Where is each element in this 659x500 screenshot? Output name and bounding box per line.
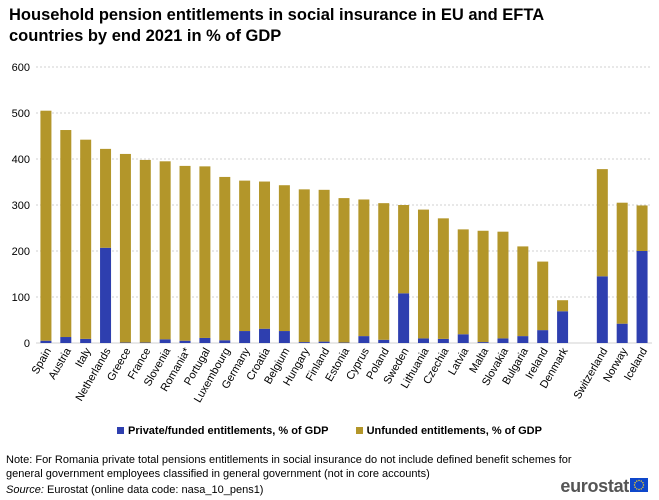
bar-unfunded <box>40 110 52 341</box>
legend-item-unfunded: Unfunded entitlements, % of GDP <box>355 425 542 437</box>
bar-unfunded <box>199 166 211 338</box>
bar-unfunded <box>60 130 72 338</box>
bar-unfunded <box>636 205 648 251</box>
chart-source: Source: Eurostat (online data code: nasa… <box>6 484 263 497</box>
bar-private <box>358 336 370 343</box>
bar-unfunded <box>417 209 429 339</box>
bar-unfunded <box>497 231 509 339</box>
y-tick-label: 0 <box>24 338 30 350</box>
flag-star <box>634 486 636 488</box>
bars <box>40 110 648 343</box>
bar-unfunded <box>80 139 92 339</box>
bar-unfunded <box>298 189 310 343</box>
bar-unfunded <box>437 218 449 339</box>
bar-private <box>40 340 52 343</box>
chart-note: Note: For Romania private total pensions… <box>6 454 572 480</box>
flag-star <box>640 488 642 490</box>
bar-unfunded <box>100 148 112 248</box>
bar-private <box>239 331 251 343</box>
flag-star <box>638 488 640 491</box>
bar-private <box>80 338 92 343</box>
bar-private <box>437 338 449 343</box>
bar-private <box>457 334 469 343</box>
chart-title: Household pension entitlements in social… <box>9 6 544 45</box>
bar-private <box>219 340 231 343</box>
flag-star <box>642 484 645 486</box>
bar-private <box>159 339 171 343</box>
bar-unfunded <box>278 185 290 332</box>
bar-unfunded <box>318 189 330 342</box>
bar-unfunded <box>596 169 608 277</box>
bar-unfunded <box>139 159 151 343</box>
y-tick-label: 100 <box>12 292 30 304</box>
bar-private <box>417 338 429 343</box>
bar-private <box>517 336 529 343</box>
bar-unfunded <box>616 202 628 324</box>
bar-private <box>477 342 489 343</box>
legend-item-private: Private/funded entitlements, % of GDP <box>117 425 329 437</box>
y-tick-label: 200 <box>12 246 30 258</box>
bar-unfunded <box>119 153 131 343</box>
bar-unfunded <box>239 180 251 332</box>
bar-unfunded <box>219 176 231 341</box>
flag-star <box>636 488 638 490</box>
eu-flag-icon <box>630 478 648 492</box>
flag-star <box>633 484 636 486</box>
bar-private <box>557 311 569 343</box>
legend-label-private: Private/funded entitlements, % of GDP <box>128 425 329 437</box>
bar-unfunded <box>358 199 370 337</box>
bar-unfunded <box>557 300 569 312</box>
bar-private <box>596 276 608 343</box>
flag-star <box>642 486 644 488</box>
legend: Private/funded entitlements, % of GDP Un… <box>0 425 659 437</box>
bar-private <box>199 337 211 343</box>
flag-star <box>640 480 642 482</box>
bar-private <box>318 341 330 343</box>
eurostat-logo: eurostat <box>560 476 629 496</box>
bar-unfunded <box>477 230 489 343</box>
bar-private <box>60 337 72 343</box>
bar-private <box>100 247 112 343</box>
bar-private <box>616 323 628 343</box>
bar-private <box>398 293 410 343</box>
flag-star <box>642 482 644 484</box>
bar-private <box>537 330 549 343</box>
bar-private <box>636 251 648 343</box>
x-tick-label: Latvia <box>446 345 472 377</box>
bar-private <box>378 339 390 343</box>
bar-private <box>497 338 509 343</box>
bar-private <box>298 342 310 343</box>
flag-star <box>638 479 640 482</box>
bar-unfunded <box>179 165 191 341</box>
bar-unfunded <box>259 181 271 329</box>
legend-label-unfunded: Unfunded entitlements, % of GDP <box>366 425 542 437</box>
bar-private <box>259 328 271 343</box>
flag-star <box>636 480 638 482</box>
bar-private <box>179 340 191 343</box>
bar-unfunded <box>537 261 549 331</box>
y-tick-label: 300 <box>12 200 30 212</box>
bar-unfunded <box>398 205 410 294</box>
bar-unfunded <box>457 229 469 335</box>
bar-unfunded <box>159 161 171 340</box>
source-label: Source: <box>6 484 44 496</box>
bar-private <box>278 331 290 343</box>
y-tick-label: 400 <box>12 154 30 166</box>
y-tick-label: 600 <box>12 62 30 74</box>
source-text: Eurostat (online data code: nasa_10_pens… <box>46 484 264 496</box>
bar-unfunded <box>378 203 390 340</box>
bar-unfunded <box>517 246 529 337</box>
legend-swatch-unfunded <box>355 426 363 434</box>
y-tick-label: 500 <box>12 108 30 120</box>
bar-unfunded <box>338 198 350 343</box>
flag-star <box>634 482 636 484</box>
y-axis-ticks: 0 100 200 300 400 500 600 <box>12 62 30 350</box>
legend-swatch-private <box>117 426 125 434</box>
